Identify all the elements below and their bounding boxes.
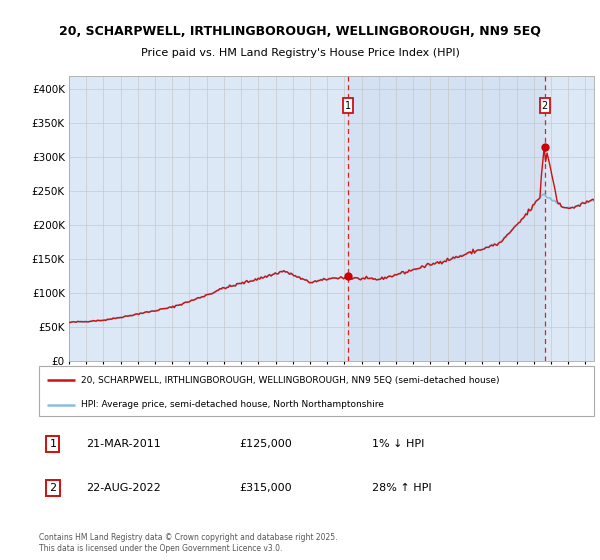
Text: 22-AUG-2022: 22-AUG-2022 <box>86 483 161 493</box>
Text: 2: 2 <box>542 101 548 110</box>
FancyBboxPatch shape <box>39 366 594 416</box>
Text: 28% ↑ HPI: 28% ↑ HPI <box>372 483 431 493</box>
Text: £315,000: £315,000 <box>239 483 292 493</box>
Text: 1: 1 <box>49 439 56 449</box>
Text: Contains HM Land Registry data © Crown copyright and database right 2025.
This d: Contains HM Land Registry data © Crown c… <box>39 533 337 553</box>
Text: 1: 1 <box>345 101 351 110</box>
Text: 1% ↓ HPI: 1% ↓ HPI <box>372 439 424 449</box>
Text: HPI: Average price, semi-detached house, North Northamptonshire: HPI: Average price, semi-detached house,… <box>80 400 383 409</box>
Text: 2: 2 <box>49 483 56 493</box>
Text: 21-MAR-2011: 21-MAR-2011 <box>86 439 161 449</box>
Text: 20, SCHARPWELL, IRTHLINGBOROUGH, WELLINGBOROUGH, NN9 5EQ (semi-detached house): 20, SCHARPWELL, IRTHLINGBOROUGH, WELLING… <box>80 376 499 385</box>
Text: 20, SCHARPWELL, IRTHLINGBOROUGH, WELLINGBOROUGH, NN9 5EQ: 20, SCHARPWELL, IRTHLINGBOROUGH, WELLING… <box>59 25 541 38</box>
Text: £125,000: £125,000 <box>239 439 292 449</box>
Text: Price paid vs. HM Land Registry's House Price Index (HPI): Price paid vs. HM Land Registry's House … <box>140 48 460 58</box>
Bar <box>348 76 545 361</box>
